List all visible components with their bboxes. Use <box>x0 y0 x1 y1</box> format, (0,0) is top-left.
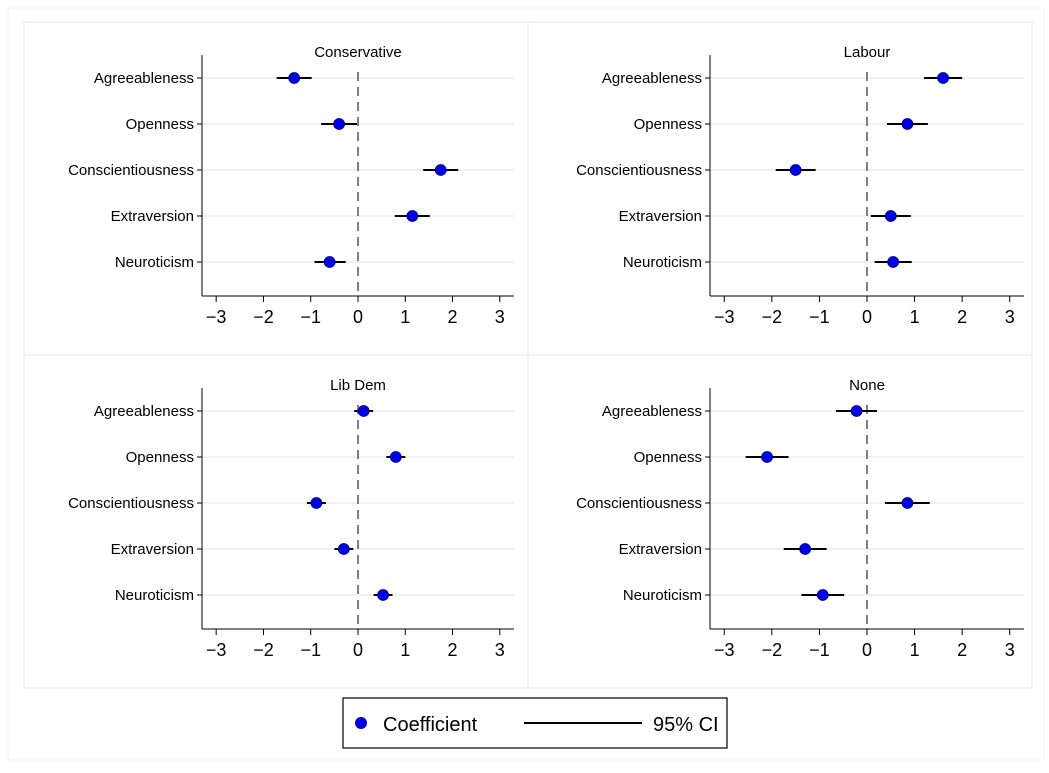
y-tick-label: Agreeableness <box>602 403 702 420</box>
coefficient-point <box>789 164 802 176</box>
x-tick-label: 3 <box>495 307 505 327</box>
coefficient-point <box>377 589 389 601</box>
x-tick-label: −1 <box>809 307 830 327</box>
coefficient-point <box>799 543 812 555</box>
y-tick-label: Agreeableness <box>94 403 194 420</box>
coefficient-point <box>901 497 914 509</box>
coefficient-point <box>434 164 447 176</box>
y-tick-label: Neuroticism <box>115 254 194 271</box>
x-tick-label: 2 <box>957 640 967 660</box>
coefficient-point <box>761 451 773 463</box>
coefficient-point <box>850 405 863 417</box>
x-tick-label: −1 <box>809 640 830 660</box>
x-tick-label: 0 <box>862 307 872 327</box>
x-tick-label: 3 <box>1005 640 1015 660</box>
y-tick-label: Openness <box>634 116 702 133</box>
x-tick-label: 2 <box>448 640 458 660</box>
panel-title: Lib Dem <box>330 377 386 394</box>
coefficient-point <box>357 405 370 417</box>
x-tick-label: −1 <box>300 640 321 660</box>
x-tick-label: −2 <box>762 307 783 327</box>
panel-labour: Labour Agreeableness Openness Conscientious… <box>527 21 1033 356</box>
y-tick-label: Openness <box>126 449 194 466</box>
y-tick-label: Extraversion <box>111 208 194 225</box>
y-tick-label: Neuroticism <box>623 587 702 604</box>
x-tick-label: −3 <box>714 640 735 660</box>
coefficient-point <box>887 256 900 268</box>
coefficient-point <box>333 118 345 130</box>
panel-none: None Agreeableness Openness Conscientiousne… <box>527 354 1033 689</box>
panel-title: Conservative <box>314 44 402 61</box>
coefficient-point <box>288 72 301 84</box>
y-tick-label: Conscientiousness <box>576 162 702 179</box>
coefficient-point <box>901 118 914 130</box>
coefficient-point <box>884 210 897 222</box>
coefficient-point <box>323 256 336 268</box>
x-tick-label: 3 <box>1005 307 1015 327</box>
x-tick-label: 2 <box>448 307 458 327</box>
coefficient-point <box>310 497 323 509</box>
panel-title: None <box>849 377 885 394</box>
x-tick-label: 1 <box>910 640 920 660</box>
x-tick-label: 0 <box>353 640 363 660</box>
y-tick-label: Neuroticism <box>115 587 194 604</box>
legend: Coefficient 95% CI <box>342 697 728 749</box>
y-tick-label: Extraversion <box>619 208 702 225</box>
y-tick-label: Extraversion <box>111 541 194 558</box>
x-tick-label: −2 <box>253 640 274 660</box>
x-tick-label: 1 <box>910 307 920 327</box>
y-tick-label: Conscientiousness <box>576 495 702 512</box>
coefficient-point <box>937 72 950 84</box>
y-tick-label: Conscientiousness <box>68 495 194 512</box>
legend-coefficient-marker <box>355 717 367 729</box>
panel-conservative: Conservative Agreeableness Openness Conscie… <box>23 21 529 356</box>
y-tick-label: Agreeableness <box>94 70 194 87</box>
coefficient-point <box>816 589 829 601</box>
x-tick-label: 0 <box>353 307 363 327</box>
y-tick-label: Openness <box>634 449 702 466</box>
y-tick-label: Conscientiousness <box>68 162 194 179</box>
coefficient-point <box>406 210 419 222</box>
legend-ci-label: 95% CI <box>653 714 719 736</box>
panels: Conservative Agreeableness Openness Conscie… <box>23 21 1033 689</box>
panel-frame <box>527 354 1033 689</box>
x-tick-label: −3 <box>206 307 227 327</box>
coefficient-point <box>389 451 402 463</box>
x-tick-label: −3 <box>206 640 227 660</box>
x-tick-label: −2 <box>762 640 783 660</box>
panel-title: Labour <box>844 44 891 61</box>
y-tick-label: Neuroticism <box>623 254 702 271</box>
x-tick-label: −3 <box>714 307 735 327</box>
x-tick-label: 1 <box>400 307 410 327</box>
x-tick-label: 1 <box>400 640 410 660</box>
legend-coefficient-label: Coefficient <box>383 714 478 736</box>
y-tick-label: Agreeableness <box>602 70 702 87</box>
x-tick-label: 2 <box>957 307 967 327</box>
panel-lib-dem: Lib Dem Agreeableness Openness Conscientiou… <box>23 354 529 689</box>
coefficient-point <box>337 543 350 555</box>
x-tick-label: −1 <box>300 307 321 327</box>
x-tick-label: 3 <box>495 640 505 660</box>
x-tick-label: 0 <box>862 640 872 660</box>
y-tick-label: Openness <box>126 116 194 133</box>
x-tick-label: −2 <box>253 307 274 327</box>
y-tick-label: Extraversion <box>619 541 702 558</box>
